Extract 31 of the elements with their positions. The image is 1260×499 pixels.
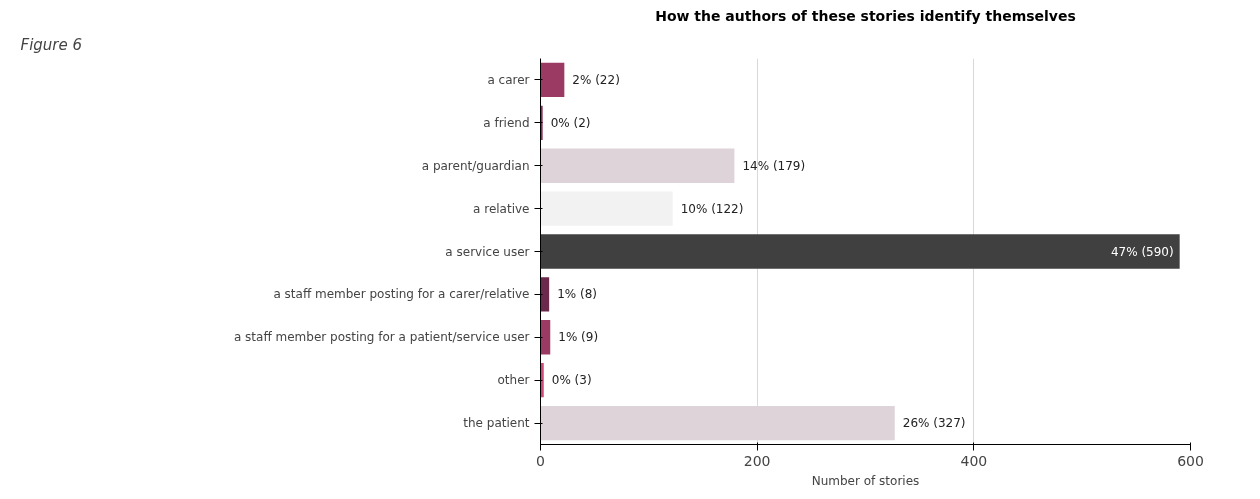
bar [540,234,1180,269]
chart-title: How the authors of these stories identify themselves [655,7,1076,24]
data-label: 1% (8) [557,287,598,302]
y-tick-label: a parent/guardian [421,158,530,173]
y-tick-label: a friend [483,115,530,130]
y-tick-label: a service user [445,244,530,259]
x-axis-title: Number of stories [811,473,920,488]
data-label: 26% (327) [902,416,966,431]
data-label: 14% (179) [742,158,806,173]
caption: Figure 6 [20,35,83,54]
y-tick-label: other [497,373,530,388]
x-tick-label: 0 [536,452,545,469]
bar [540,320,551,355]
x-tick-label: 400 [960,452,988,469]
x-tick-label: 600 [1177,452,1204,469]
y-tick-label: a staff member posting for a carer/relative [273,287,530,302]
data-label: 0% (2) [550,115,591,130]
x-tick-label: 200 [743,452,771,469]
bar [540,62,565,98]
data-label: 2% (22) [572,72,620,87]
y-tick-label: a carer [487,72,530,87]
y-tick-label: a relative [473,201,530,216]
bar [540,277,550,312]
y-tick-label: the patient [463,416,530,431]
data-label: 1% (9) [558,330,599,345]
data-label: 10% (122) [680,201,744,216]
bar [540,191,673,226]
y-tick-label: a staff member posting for a patient/service user [233,330,530,345]
data-label: 47% (590) [1110,244,1174,259]
bar [540,148,735,183]
data-label: 0% (3) [551,373,592,388]
